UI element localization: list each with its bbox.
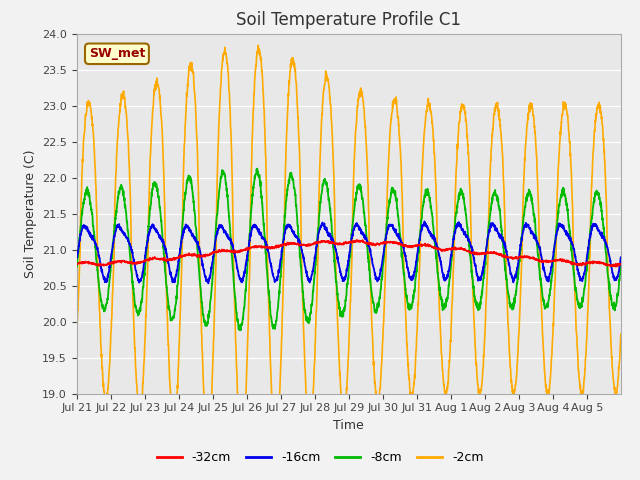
Y-axis label: Soil Temperature (C): Soil Temperature (C) <box>24 149 36 278</box>
Text: SW_met: SW_met <box>89 47 145 60</box>
Title: Soil Temperature Profile C1: Soil Temperature Profile C1 <box>236 11 461 29</box>
Legend: -32cm, -16cm, -8cm, -2cm: -32cm, -16cm, -8cm, -2cm <box>152 446 488 469</box>
X-axis label: Time: Time <box>333 419 364 432</box>
